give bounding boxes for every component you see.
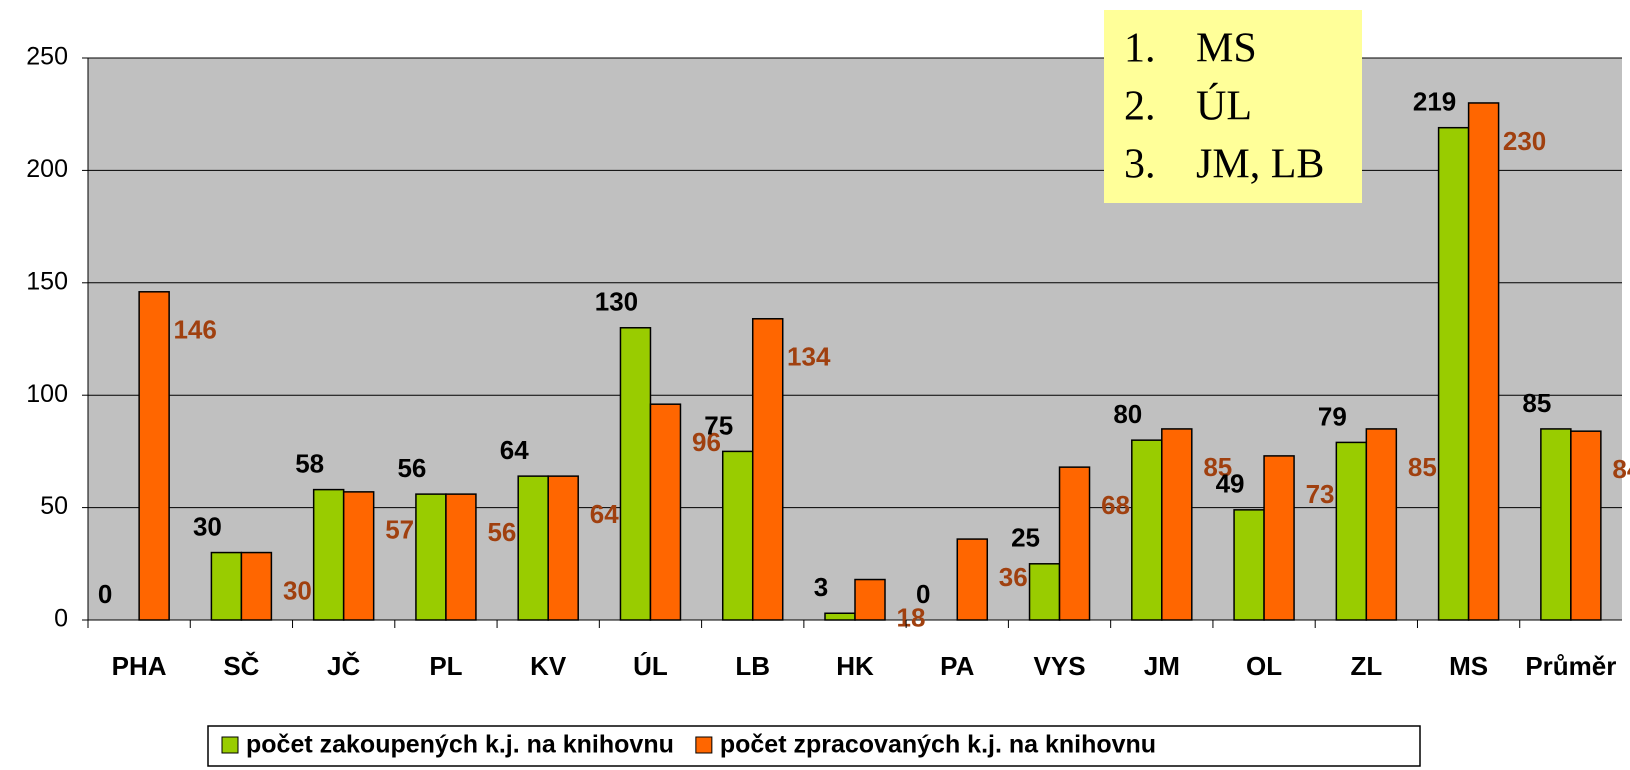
x-tick-label: PHA (112, 651, 167, 681)
x-tick-label: PL (429, 651, 462, 681)
x-tick-label: VYS (1034, 651, 1086, 681)
annotation-number: 2. (1124, 84, 1156, 130)
annotation-number: 3. (1124, 142, 1156, 188)
bar (751, 318, 784, 621)
data-label: 18 (897, 602, 926, 632)
data-label: 84 (1612, 454, 1630, 484)
x-tick-label: PA (940, 651, 974, 681)
y-tick-label: 150 (26, 267, 68, 295)
bar (1233, 509, 1265, 621)
data-label: 146 (173, 315, 216, 345)
annotation-box (1104, 10, 1362, 203)
data-label: 68 (1101, 490, 1130, 520)
data-label: 230 (1503, 126, 1546, 156)
data-label: 36 (999, 562, 1028, 592)
data-label: 75 (704, 410, 733, 440)
data-label: 79 (1318, 401, 1347, 431)
bar (619, 327, 652, 621)
y-tick-label: 250 (26, 43, 68, 71)
bar (342, 491, 375, 621)
annotation-number: 1. (1124, 26, 1156, 72)
bar (445, 493, 477, 621)
bar (547, 475, 579, 621)
annotation-text: ÚL (1196, 83, 1252, 130)
bar (517, 475, 549, 621)
bar (1028, 563, 1061, 621)
x-tick-label: JČ (327, 651, 360, 681)
annotation-text: MS (1196, 26, 1257, 72)
bar (1263, 455, 1295, 621)
annotation-text: JM, LB (1196, 142, 1324, 188)
bar (721, 450, 754, 621)
data-label: 30 (283, 575, 312, 605)
bar (1540, 428, 1572, 621)
data-label: 219 (1413, 87, 1456, 117)
data-label: 0 (916, 579, 930, 609)
data-label: 64 (500, 435, 529, 465)
bar (138, 291, 170, 621)
x-tick-label: OL (1246, 651, 1282, 681)
data-label: 30 (193, 511, 222, 541)
data-label: 57 (385, 515, 414, 545)
x-tick-label: Průměr (1525, 651, 1616, 681)
data-label: 73 (1306, 479, 1335, 509)
legend-swatch (695, 736, 713, 754)
x-tick-label: ÚL (633, 651, 668, 681)
bar (1570, 430, 1602, 621)
bar (1365, 428, 1398, 621)
data-label: 3 (814, 572, 828, 602)
data-label: 49 (1216, 469, 1245, 499)
data-label: 85 (1408, 452, 1437, 482)
x-tick-label: HK (836, 651, 874, 681)
data-label: 56 (487, 517, 516, 547)
x-tick-label: MS (1449, 651, 1488, 681)
legend-label: počet zakoupených k.j. na knihovnu (246, 731, 674, 759)
data-label: 64 (590, 499, 619, 529)
x-tick-label: ZL (1350, 651, 1382, 681)
bar (415, 493, 447, 621)
bar (240, 551, 273, 621)
y-tick-label: 100 (26, 380, 68, 408)
y-tick-label: 50 (40, 492, 68, 520)
data-label: 56 (397, 453, 426, 483)
y-tick-label: 0 (54, 605, 68, 633)
data-label: 96 (692, 427, 721, 457)
x-tick-label: JM (1144, 651, 1180, 681)
bar (1058, 466, 1091, 621)
bar (956, 538, 989, 621)
legend-label: počet zpracovaných k.j. na knihovnu (720, 731, 1156, 759)
bar (1131, 439, 1163, 621)
bar (824, 612, 856, 621)
x-tick-label: LB (735, 651, 770, 681)
legend-swatch (221, 736, 239, 754)
x-tick-label: KV (530, 651, 567, 681)
data-label: 85 (1522, 388, 1551, 418)
bar (210, 551, 243, 621)
bar (1161, 428, 1193, 621)
data-label: 58 (295, 448, 324, 478)
data-label: 80 (1113, 399, 1142, 429)
annotation: 1. MS 2. ÚL 3. JM, LB (1104, 10, 1362, 203)
bar (1437, 126, 1470, 621)
data-label: 0 (98, 579, 112, 609)
data-label: 85 (1203, 452, 1232, 482)
data-label: 130 (595, 287, 638, 317)
data-label: 25 (1011, 523, 1040, 553)
y-tick-label: 200 (26, 155, 68, 183)
data-label: 134 (787, 342, 831, 372)
x-tick-label: SČ (223, 651, 259, 681)
legend-box (207, 725, 1421, 767)
bar (649, 403, 682, 621)
bar (1335, 441, 1368, 621)
bar (854, 578, 886, 621)
legend: počet zakoupených k.j. na knihovnu počet … (207, 725, 1421, 767)
bar (312, 488, 345, 621)
bar (1467, 102, 1500, 621)
